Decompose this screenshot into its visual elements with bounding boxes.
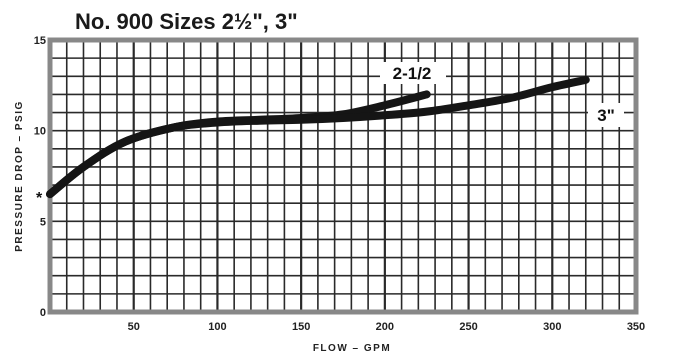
chart-title: No. 900 Sizes 2½", 3" bbox=[75, 9, 298, 34]
y-axis-label: PRESSURE DROP – PSIG bbox=[14, 100, 25, 252]
y-tick-label: 5 bbox=[40, 216, 46, 228]
x-tick-label: 350 bbox=[627, 321, 645, 333]
series-label-2-1-2: 2-1/2 bbox=[393, 64, 432, 83]
star-marker: * bbox=[36, 190, 43, 207]
x-tick-label: 50 bbox=[128, 321, 140, 333]
label-bg-3 bbox=[588, 103, 624, 127]
x-tick-label: 250 bbox=[459, 321, 477, 333]
series-line-0 bbox=[46, 90, 431, 199]
y-tick-label: 15 bbox=[34, 35, 46, 47]
y-tick-label: 0 bbox=[40, 307, 46, 319]
tick-labels: 50 100 150 200 250 300 350 0 5 10 15 bbox=[34, 35, 645, 333]
grid bbox=[50, 40, 636, 312]
label-bg-2-1-2 bbox=[380, 62, 446, 84]
x-tick-label: 200 bbox=[376, 321, 394, 333]
series-label-3: 3" bbox=[597, 106, 615, 125]
x-tick-label: 100 bbox=[208, 321, 226, 333]
x-axis-label: FLOW – GPM bbox=[313, 343, 391, 354]
plot-frame bbox=[47, 37, 639, 315]
x-tick-label: 300 bbox=[543, 321, 561, 333]
y-tick-label: 10 bbox=[34, 126, 46, 138]
plot-border bbox=[47, 37, 639, 315]
series-line-1 bbox=[46, 75, 590, 199]
series-group bbox=[46, 75, 590, 199]
x-tick-label: 150 bbox=[292, 321, 310, 333]
